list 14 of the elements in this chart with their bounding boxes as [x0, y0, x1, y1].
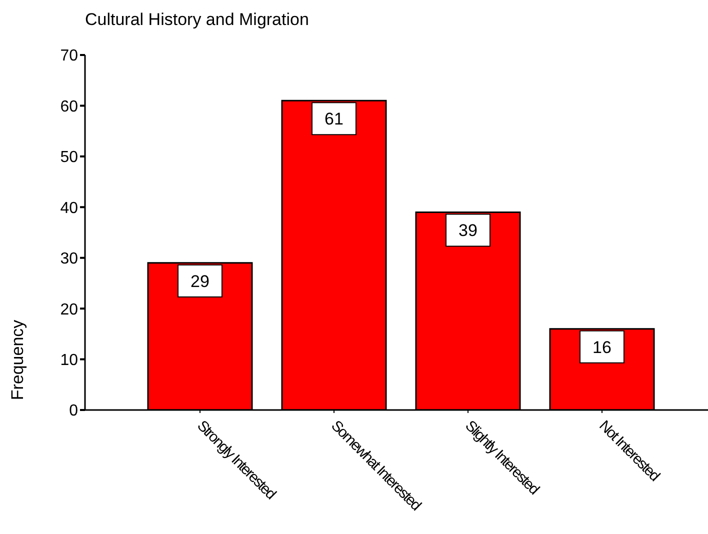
y-tick-label: 70: [60, 48, 78, 65]
y-tick-label: 10: [60, 352, 78, 369]
y-tick-label: 50: [60, 149, 78, 166]
y-tick-label: 30: [60, 250, 78, 268]
data-label: 16: [592, 338, 612, 357]
data-label: 39: [458, 221, 478, 240]
data-label: 29: [190, 272, 210, 291]
y-tick-label: 40: [60, 200, 78, 217]
data-label: 61: [324, 110, 344, 129]
y-axis-title: Frequency: [8, 320, 28, 400]
y-tick-label: 0: [69, 402, 78, 420]
y-tick-label: 60: [60, 98, 78, 116]
y-tick-label: 20: [60, 301, 78, 318]
chart-title: Cultural History and Migration: [85, 10, 309, 30]
